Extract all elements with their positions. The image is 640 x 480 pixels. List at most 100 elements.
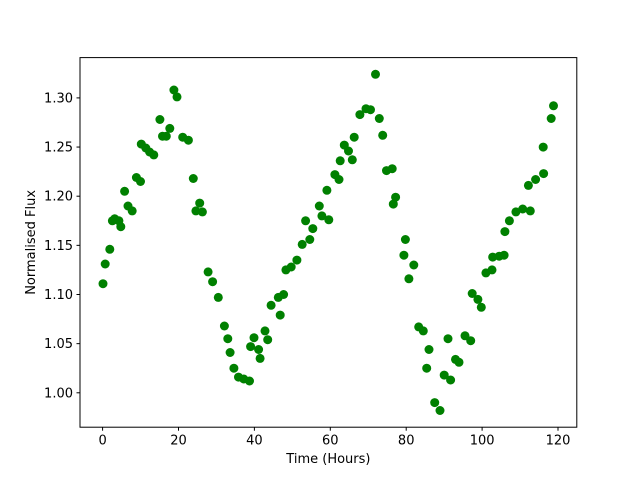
data-point xyxy=(531,175,541,184)
data-point xyxy=(435,406,445,415)
x-tick-label: 40 xyxy=(246,434,263,449)
data-point xyxy=(266,300,276,310)
x-tick-label: 0 xyxy=(98,434,106,449)
data-point xyxy=(195,198,205,208)
data-point xyxy=(197,207,207,217)
data-point xyxy=(165,123,175,133)
data-point xyxy=(399,250,409,260)
data-point xyxy=(525,206,535,216)
data-point xyxy=(136,177,145,186)
data-point xyxy=(322,185,332,195)
data-point xyxy=(305,235,315,244)
data-point xyxy=(454,357,464,367)
data-point xyxy=(366,105,375,115)
data-point xyxy=(511,207,521,217)
data-point xyxy=(203,267,213,277)
y-tick-label: 1.25 xyxy=(44,141,73,156)
data-point xyxy=(391,192,401,202)
data-point xyxy=(504,216,514,226)
data-point xyxy=(349,132,359,142)
data-point xyxy=(208,277,218,287)
data-point xyxy=(105,244,115,254)
data-point xyxy=(499,250,509,260)
data-point xyxy=(487,265,497,275)
data-point xyxy=(120,186,130,196)
data-point xyxy=(292,255,302,265)
data-point xyxy=(409,260,419,270)
x-tick-label: 120 xyxy=(546,434,571,449)
data-point xyxy=(538,142,548,152)
data-point xyxy=(254,345,264,354)
data-point xyxy=(263,335,273,345)
data-point xyxy=(297,239,307,249)
data-point xyxy=(334,175,344,184)
data-point xyxy=(317,211,327,221)
x-tick-label: 60 xyxy=(322,434,339,449)
data-point xyxy=(245,376,254,386)
data-point xyxy=(116,222,126,232)
data-point xyxy=(172,92,182,102)
data-point xyxy=(523,180,533,190)
data-point xyxy=(255,353,265,363)
data-point xyxy=(335,156,345,166)
data-point xyxy=(279,290,289,299)
data-point xyxy=(546,114,556,123)
plot-area xyxy=(79,57,578,428)
x-axis-label: Time (Hours) xyxy=(285,452,370,467)
data-point xyxy=(347,155,357,165)
data-point xyxy=(476,302,486,312)
data-point xyxy=(400,235,410,244)
data-point xyxy=(446,375,456,385)
data-point xyxy=(286,262,296,272)
y-axis-label: Normalised Flux xyxy=(24,190,39,295)
data-point xyxy=(127,206,137,216)
data-point xyxy=(169,85,179,95)
data-point xyxy=(213,292,223,302)
data-points-group xyxy=(98,69,558,415)
y-tick-label: 1.05 xyxy=(44,337,73,352)
data-point xyxy=(422,363,432,373)
data-point xyxy=(344,146,353,156)
data-point xyxy=(301,216,311,226)
data-point xyxy=(430,398,440,408)
x-tick-label: 20 xyxy=(170,434,187,449)
data-point xyxy=(314,201,324,211)
data-point xyxy=(539,169,549,179)
data-point xyxy=(466,336,476,346)
y-tick-label: 1.20 xyxy=(44,190,73,205)
data-point xyxy=(229,363,239,373)
data-point xyxy=(500,227,510,237)
data-point xyxy=(467,289,477,298)
x-tick-label: 80 xyxy=(398,434,415,449)
x-axis-ticks: 0 20 40 60 80 100 120 xyxy=(98,427,570,449)
data-point xyxy=(98,279,108,289)
data-point xyxy=(439,370,449,380)
data-point xyxy=(424,345,434,354)
data-point xyxy=(260,326,270,336)
data-point xyxy=(149,150,159,160)
y-tick-label: 1.30 xyxy=(44,91,73,106)
x-tick-label: 100 xyxy=(470,434,495,449)
data-point xyxy=(371,69,380,79)
data-point xyxy=(225,348,235,357)
data-point xyxy=(100,259,110,269)
data-point xyxy=(378,130,388,140)
data-point xyxy=(404,274,414,284)
data-point xyxy=(188,174,198,183)
data-point xyxy=(223,334,233,344)
data-point xyxy=(473,294,483,304)
data-point xyxy=(374,114,384,123)
data-point xyxy=(387,164,397,174)
y-tick-label: 1.10 xyxy=(44,288,73,303)
data-point xyxy=(443,334,453,344)
data-point xyxy=(183,135,193,145)
data-point xyxy=(549,101,558,111)
data-point xyxy=(155,115,165,124)
data-point xyxy=(219,321,229,331)
data-point xyxy=(161,131,171,141)
data-point xyxy=(324,215,334,225)
y-tick-label: 1.00 xyxy=(44,386,73,401)
data-point xyxy=(249,333,259,343)
